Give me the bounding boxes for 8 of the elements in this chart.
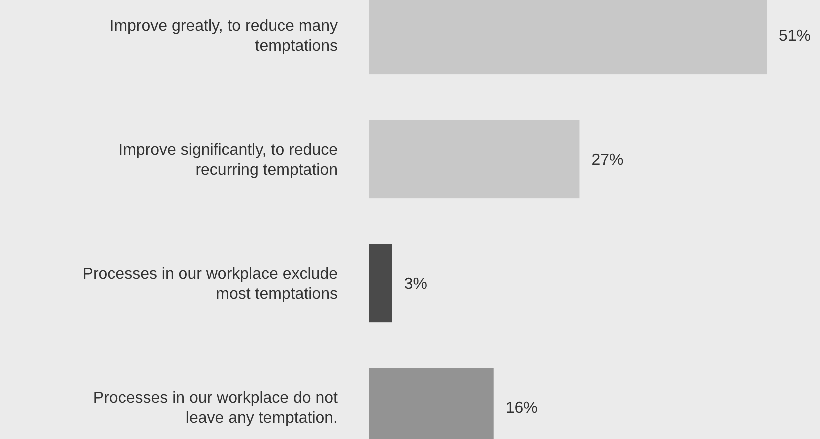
y-tick-label: Processes in our workplace do not leave any temptation. bbox=[93, 390, 339, 428]
y-tick-label: Processes in our workplace exclude most temptations bbox=[82, 266, 338, 304]
data-label: 51% bbox=[779, 28, 812, 46]
y-tick-label: Improve greatly, to reduce many temptations bbox=[110, 18, 338, 56]
data-label: 16% bbox=[506, 400, 538, 418]
data-label: 27% bbox=[592, 152, 624, 170]
y-tick-label: Improve significantly, to reduce recurring temptation bbox=[118, 142, 338, 180]
data-label: 3% bbox=[404, 276, 428, 294]
